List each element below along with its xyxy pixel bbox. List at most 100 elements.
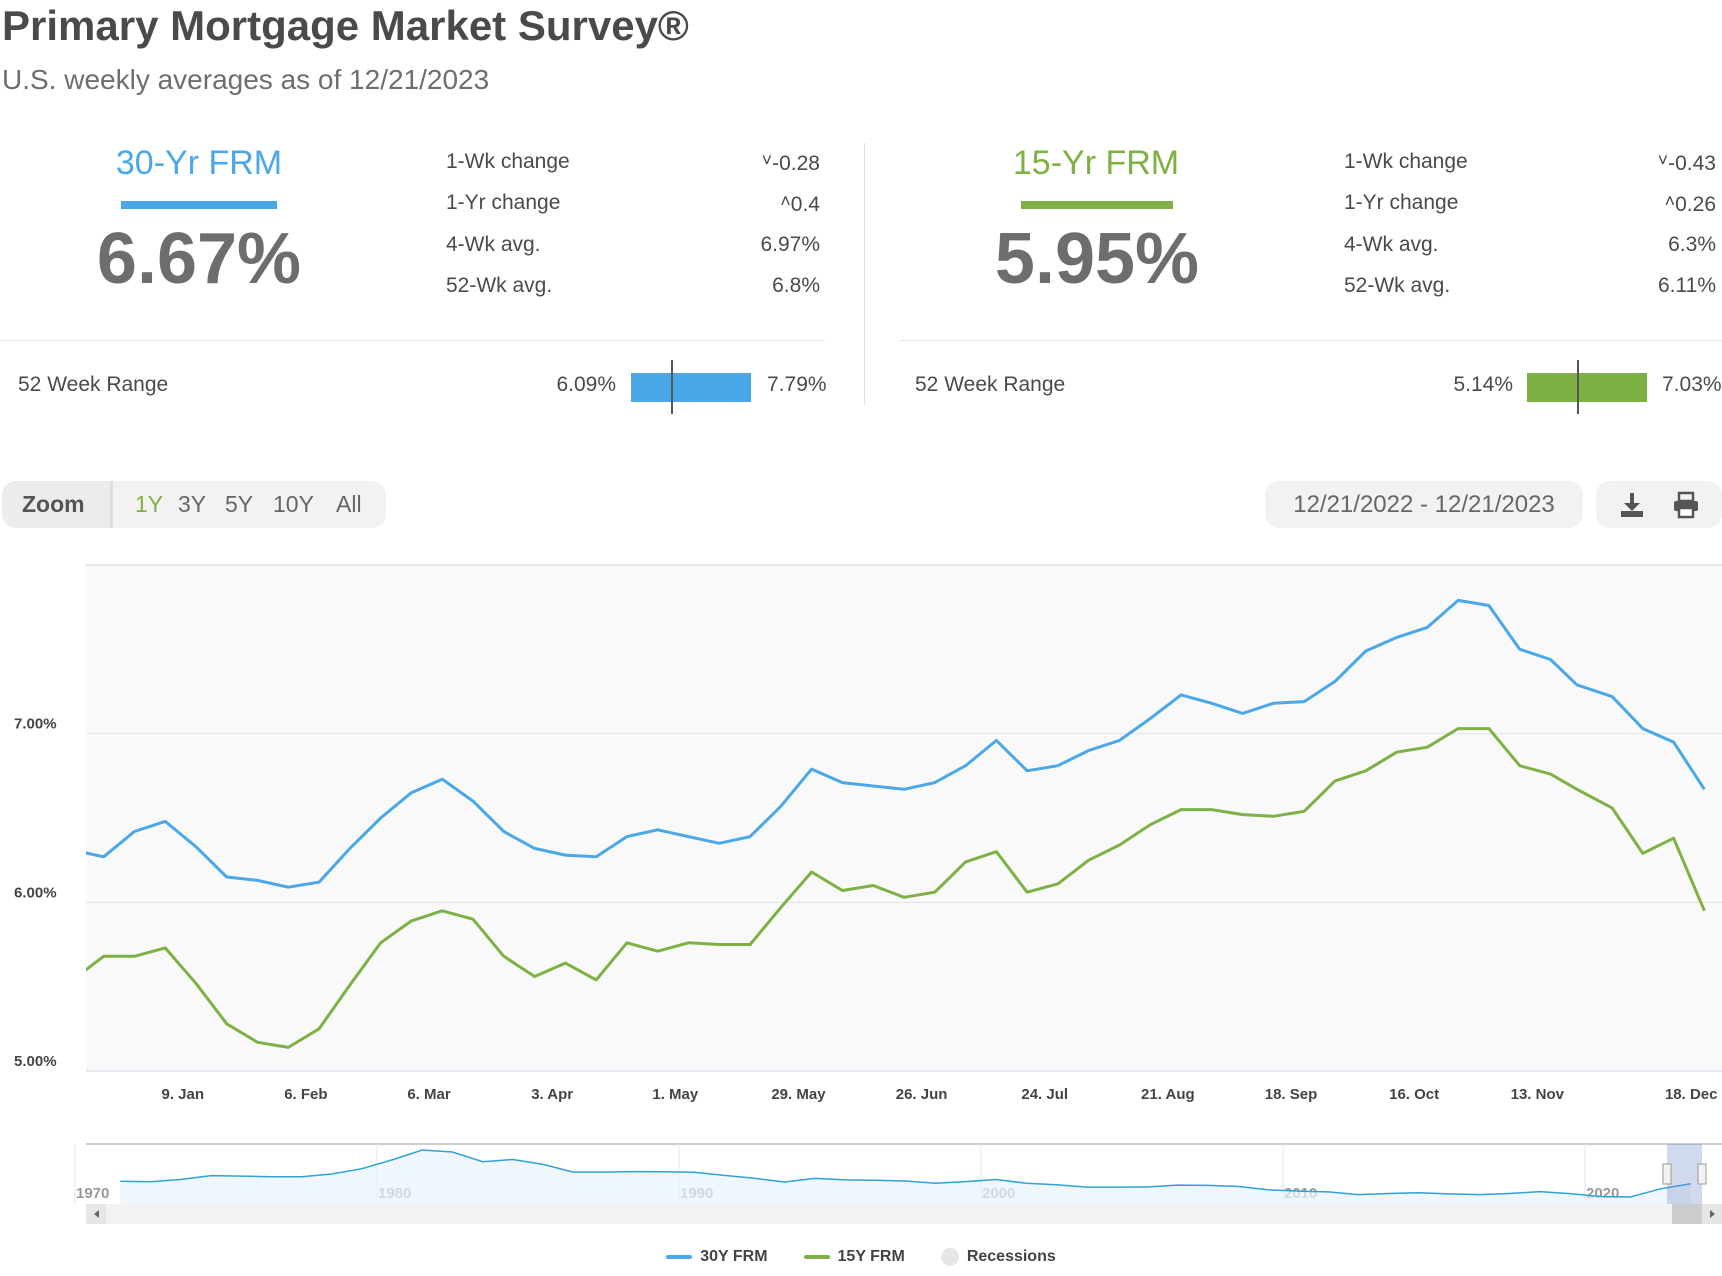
zoom-label: Zoom	[22, 491, 85, 517]
navigator-area	[120, 1150, 1691, 1204]
stat-label: 1-Wk change	[446, 150, 570, 173]
x-tick-label: 9. Jan	[161, 1086, 204, 1103]
y-tick-label: 6.00%	[14, 884, 57, 901]
zoom-button-all[interactable]: All	[336, 491, 362, 517]
chart-legend: 30Y FRM 15Y FRM Recessions	[0, 1248, 1722, 1266]
x-tick-label: 1. May	[652, 1086, 699, 1103]
product-name-30yr: 30-Yr FRM	[115, 144, 283, 182]
series-line-15y-frm[interactable]	[73, 727, 1706, 1049]
export-buttons	[1596, 481, 1722, 528]
legend-item[interactable]: Recessions	[940, 1248, 1056, 1266]
stat-label: 1-Yr change	[1344, 191, 1459, 214]
stat-value: 6.97%	[620, 233, 820, 257]
stat-value: 6.11%	[1516, 274, 1716, 298]
range-label-30yr: 52 Week Range	[18, 373, 169, 396]
download-icon[interactable]	[1618, 491, 1646, 519]
stat-value: ˄0.26	[1516, 191, 1716, 217]
legend-item[interactable]: 15Y FRM	[803, 1248, 905, 1266]
product-underline-15yr	[1021, 201, 1173, 209]
product-underline-30yr	[121, 201, 277, 209]
legend-circle-icon	[940, 1248, 959, 1266]
range-low-30yr: 6.09%	[556, 373, 616, 396]
legend-label: Recessions	[966, 1248, 1056, 1265]
chart-navigator[interactable]: 197019801990200020102020	[0, 1136, 1722, 1228]
zoom-selector: Zoom 1Y 3Y 5Y 10Y All	[2, 481, 386, 528]
range-high-15yr: 7.03%	[1662, 373, 1722, 396]
stat-value: 6.3%	[1516, 233, 1716, 257]
navigator-handle-left[interactable]	[1662, 1163, 1672, 1185]
chevron-down-icon: ˅	[1657, 150, 1669, 170]
x-tick-label: 13. Nov	[1511, 1086, 1565, 1103]
x-tick-label: 26. Jun	[896, 1086, 948, 1103]
range-current-marker-15yr	[1577, 360, 1580, 414]
stat-label: 1-Wk change	[1344, 150, 1468, 173]
chevron-up-icon: ˄	[780, 191, 791, 211]
x-tick-label: 18. Sep	[1265, 1086, 1318, 1103]
stat-value-text: -0.28	[772, 152, 820, 175]
print-icon[interactable]	[1672, 491, 1700, 519]
x-tick-label: 6. Feb	[284, 1086, 327, 1103]
stat-value: ˅-0.43	[1516, 150, 1716, 176]
y-tick-label: 7.00%	[14, 716, 57, 733]
stat-label: 4-Wk avg.	[1344, 233, 1439, 256]
stat-value: ˄0.4	[620, 191, 820, 217]
x-tick-label: 16. Oct	[1389, 1086, 1439, 1103]
divider	[0, 340, 825, 341]
stat-label: 52-Wk avg.	[1344, 274, 1451, 297]
range-high-30yr: 7.79%	[767, 373, 827, 396]
range-bar-30yr	[631, 373, 751, 402]
y-tick-label: 5.00%	[14, 1053, 57, 1070]
navigator-year-label: 1970	[76, 1185, 109, 1202]
legend-label: 30Y FRM	[700, 1248, 768, 1265]
divider	[900, 340, 1722, 341]
stat-value-text: 6.11%	[1658, 274, 1716, 297]
x-tick-label: 21. Aug	[1141, 1086, 1195, 1103]
zoom-button-5y[interactable]: 5Y	[225, 491, 254, 517]
series-line-30y-frm[interactable]	[73, 598, 1706, 889]
range-low-15yr: 5.14%	[1453, 373, 1513, 396]
x-tick-label: 24. Jul	[1021, 1086, 1068, 1103]
chevron-down-icon: ˅	[761, 150, 773, 170]
x-tick-label: 29. May	[771, 1086, 826, 1103]
legend-line-icon	[803, 1255, 830, 1259]
x-tick-label: 18. Dec	[1665, 1086, 1718, 1103]
panel-divider	[864, 143, 865, 405]
arrow-right-icon	[1710, 1210, 1715, 1218]
rate-chart[interactable]: 5.00% 6.00% 7.00% 9. Jan 6. Feb 6. Mar 3. Apr 1…	[0, 550, 1722, 1120]
chevron-up-icon: ˄	[1664, 191, 1676, 211]
stat-value: 6.8%	[620, 274, 820, 298]
navigator-selection[interactable]	[1667, 1144, 1702, 1204]
scrollbar-track[interactable]	[86, 1204, 1722, 1224]
legend-item[interactable]: 30Y FRM	[666, 1248, 768, 1266]
date-range-text: 12/21/2022 - 12/21/2023	[1293, 491, 1555, 518]
range-current-marker-30yr	[670, 360, 673, 414]
page-subtitle: U.S. weekly averages as of 12/21/2023	[2, 64, 490, 95]
x-tick-label: 3. Apr	[531, 1086, 573, 1103]
navigator-series-line	[120, 1149, 1691, 1198]
zoom-button-1y[interactable]: 1Y	[135, 491, 164, 517]
x-tick-label: 6. Mar	[407, 1086, 451, 1103]
stat-value-text: 0.4	[790, 193, 820, 216]
range-bar-15yr	[1527, 373, 1647, 402]
stat-value: ˅-0.28	[620, 150, 820, 176]
stat-label: 1-Yr change	[446, 191, 561, 214]
stat-label: 4-Wk avg.	[446, 233, 541, 256]
arrow-left-icon	[94, 1210, 99, 1218]
range-label-15yr: 52 Week Range	[915, 373, 1066, 396]
stat-value-text: -0.43	[1668, 152, 1716, 175]
navigator-handle-right[interactable]	[1697, 1163, 1707, 1185]
zoom-button-10y[interactable]: 10Y	[273, 491, 314, 517]
legend-line-icon	[666, 1255, 693, 1259]
legend-label: 15Y FRM	[837, 1248, 905, 1265]
scrollbar-thumb[interactable]	[1672, 1204, 1702, 1224]
page-title: Primary Mortgage Market Survey®	[2, 2, 689, 49]
zoom-button-3y[interactable]: 3Y	[178, 491, 207, 517]
rate-30yr: 6.67%	[96, 219, 302, 299]
plot-area	[86, 565, 1722, 1071]
stat-label: 52-Wk avg.	[446, 274, 553, 297]
stat-value-text: 6.97%	[760, 233, 820, 256]
product-name-15yr: 15-Yr FRM	[1012, 144, 1180, 182]
date-range-display[interactable]: 12/21/2022 - 12/21/2023	[1265, 481, 1583, 528]
stat-value-text: 0.26	[1675, 193, 1716, 216]
